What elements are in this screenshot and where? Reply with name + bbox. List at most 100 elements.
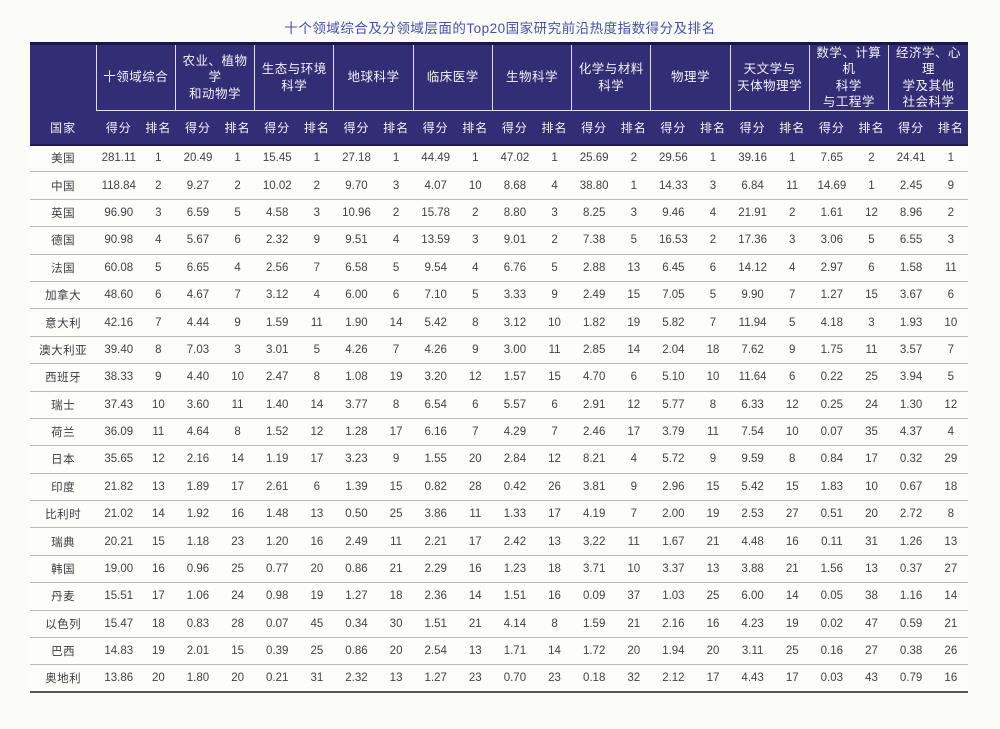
score-cell: 15.78	[413, 199, 459, 228]
rank-cell: 17	[458, 527, 493, 556]
rank-cell: 20	[141, 664, 176, 694]
score-cell: 2.32	[333, 664, 380, 694]
score-cell: 0.18	[571, 664, 617, 694]
rank-cell: 10	[537, 308, 572, 337]
rank-cell: 19	[379, 363, 414, 392]
rank-cell: 11	[695, 418, 731, 447]
score-cell: 1.26	[888, 527, 934, 556]
rank-cell: 19	[775, 610, 810, 639]
rank-cell: 6	[299, 473, 334, 502]
header-rank-cell: 排名	[695, 110, 731, 146]
rank-cell: 13	[854, 555, 889, 584]
rank-cell: 15	[220, 637, 255, 666]
table-header: 十领域综合 农业、植物学 和动物学 生态与环境 科学 地球科学 临床医学 生物科学 化学与材…	[30, 42, 968, 146]
rank-cell: 4	[933, 418, 968, 447]
score-cell: 48.60	[96, 281, 142, 310]
header-score-cell: 得分	[650, 110, 696, 146]
country-cell: 德国	[30, 226, 97, 255]
score-cell: 4.18	[809, 308, 855, 337]
score-cell: 96.90	[96, 199, 142, 228]
table-row: 德国 90.98 4 5.67 6 2.32 9 9.51 4 13.59 3 9.01 2 7.38 5 1…	[30, 226, 968, 255]
score-cell: 47.02	[492, 144, 538, 173]
rank-cell: 2	[933, 199, 968, 228]
rank-cell: 6	[933, 281, 968, 310]
rank-cell: 4	[379, 226, 414, 255]
score-cell: 7.05	[650, 281, 696, 310]
rank-cell: 15	[854, 281, 889, 310]
rank-cell: 18	[695, 336, 731, 365]
score-cell: 24.41	[888, 144, 934, 173]
rank-cell: 12	[616, 391, 651, 419]
rank-cell: 5	[379, 254, 414, 282]
score-cell: 1.75	[809, 336, 855, 365]
score-cell: 2.85	[571, 336, 617, 365]
score-cell: 3.60	[175, 391, 221, 419]
score-cell: 29.56	[650, 144, 696, 173]
score-cell: 1.71	[492, 637, 538, 666]
header-score-cell: 得分	[809, 110, 855, 146]
score-cell: 3.77	[333, 391, 380, 419]
score-cell: 10.02	[254, 171, 300, 200]
rank-cell: 2	[616, 144, 651, 173]
country-cell: 澳大利亚	[30, 336, 97, 365]
table-row: 瑞士 37.43 10 3.60 11 1.40 14 3.77 8 6.54 6 5.57 6 2.91…	[30, 391, 968, 419]
rank-cell: 12	[775, 391, 810, 419]
score-cell: 0.39	[254, 637, 300, 666]
score-cell: 1.40	[254, 391, 300, 419]
rank-cell: 10	[933, 308, 968, 337]
score-cell: 2.45	[888, 171, 934, 200]
score-cell: 1.67	[650, 527, 696, 556]
header-group-cell: 临床医学	[412, 42, 493, 111]
scores-table: 十领域综合 农业、植物学 和动物学 生态与环境 科学 地球科学 临床医学 生物科学 化学与材…	[30, 42, 968, 694]
country-cell: 美国	[30, 144, 97, 173]
rank-cell: 4	[775, 254, 810, 282]
rank-cell: 11	[141, 418, 176, 447]
score-cell: 0.09	[571, 582, 617, 611]
score-cell: 0.05	[809, 582, 855, 611]
score-cell: 1.27	[809, 281, 855, 310]
rank-cell: 14	[775, 582, 810, 611]
score-cell: 9.54	[413, 254, 459, 282]
header-group-cell: 生物科学	[491, 42, 572, 111]
score-cell: 3.79	[650, 418, 696, 447]
score-cell: 0.22	[809, 363, 855, 392]
country-cell: 印度	[30, 473, 97, 502]
rank-cell: 12	[299, 418, 334, 447]
score-cell: 3.12	[254, 281, 300, 310]
rank-cell: 13	[695, 555, 731, 584]
score-cell: 10.96	[333, 199, 380, 228]
score-cell: 15.51	[96, 582, 142, 611]
rank-cell: 21	[379, 555, 414, 584]
header-rank-cell: 排名	[775, 110, 810, 146]
score-cell: 1.72	[571, 637, 617, 666]
rank-cell: 25	[379, 500, 414, 529]
rank-cell: 3	[616, 199, 651, 228]
score-cell: 2.00	[650, 500, 696, 529]
rank-cell: 28	[220, 610, 255, 639]
score-cell: 6.65	[175, 254, 221, 282]
rank-cell: 15	[141, 527, 176, 556]
score-cell: 19.00	[96, 555, 142, 584]
rank-cell: 20	[854, 500, 889, 529]
score-cell: 7.54	[730, 418, 776, 447]
score-cell: 14.83	[96, 637, 142, 666]
rank-cell: 17	[379, 418, 414, 447]
score-cell: 7.10	[413, 281, 459, 310]
rank-cell: 11	[379, 527, 414, 556]
rank-cell: 21	[933, 610, 968, 639]
table-row: 巴西 14.83 19 2.01 15 0.39 25 0.86 20 2.54 13 1.71 14 1…	[30, 637, 968, 666]
score-cell: 3.11	[730, 637, 776, 666]
rank-cell: 17	[220, 473, 255, 502]
rank-cell: 21	[695, 527, 731, 556]
score-cell: 4.43	[730, 664, 776, 694]
header-rank-cell: 排名	[299, 110, 334, 146]
rank-cell: 14	[141, 500, 176, 529]
rank-cell: 12	[933, 391, 968, 419]
rank-cell: 17	[854, 445, 889, 474]
score-cell: 6.54	[413, 391, 459, 419]
score-cell: 44.49	[413, 144, 459, 173]
score-cell: 38.33	[96, 363, 142, 392]
score-cell: 90.98	[96, 226, 142, 255]
rank-cell: 20	[695, 637, 731, 666]
score-cell: 0.59	[888, 610, 934, 639]
